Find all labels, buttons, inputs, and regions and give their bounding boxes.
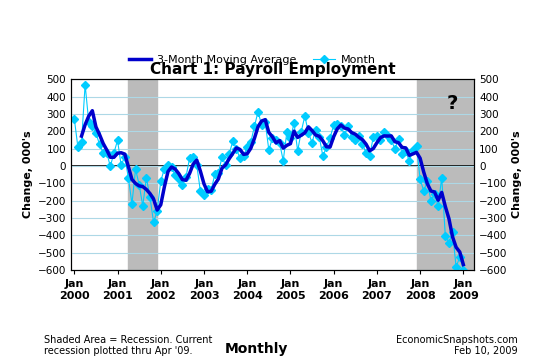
Text: EconomicSnapshots.com
Feb 10, 2009: EconomicSnapshots.com Feb 10, 2009 xyxy=(396,335,518,356)
3-Month Moving Average xyxy=(460,262,467,267)
Month xyxy=(287,136,294,140)
3-Month Moving Average xyxy=(78,134,85,138)
Bar xyxy=(417,79,474,270)
Text: Monthly: Monthly xyxy=(225,342,288,356)
Text: Shaded Area = Recession. Current
recession plotted thru Apr '09.: Shaded Area = Recession. Current recessi… xyxy=(44,335,212,356)
Month xyxy=(204,186,211,191)
Month xyxy=(330,123,337,127)
Y-axis label: Change, 000's: Change, 000's xyxy=(512,131,522,219)
Month xyxy=(82,82,88,87)
Month xyxy=(71,117,77,121)
Legend: 3-Month Moving Average, Month: 3-Month Moving Average, Month xyxy=(125,50,380,69)
3-Month Moving Average xyxy=(439,190,445,194)
Title: Chart 1: Payroll Employment: Chart 1: Payroll Employment xyxy=(150,62,395,77)
3-Month Moving Average xyxy=(388,134,395,138)
Month xyxy=(183,175,189,179)
Line: Month: Month xyxy=(71,82,466,273)
3-Month Moving Average xyxy=(420,170,427,174)
3-Month Moving Average xyxy=(352,132,359,136)
Line: 3-Month Moving Average: 3-Month Moving Average xyxy=(82,111,463,265)
Month xyxy=(104,150,110,155)
Y-axis label: Change, 000's: Change, 000's xyxy=(23,131,33,219)
3-Month Moving Average xyxy=(370,147,377,151)
Month xyxy=(460,267,467,272)
3-Month Moving Average xyxy=(89,109,95,113)
Bar xyxy=(128,79,158,270)
Text: ?: ? xyxy=(447,94,458,113)
3-Month Moving Average xyxy=(197,169,204,174)
Month xyxy=(283,130,290,134)
